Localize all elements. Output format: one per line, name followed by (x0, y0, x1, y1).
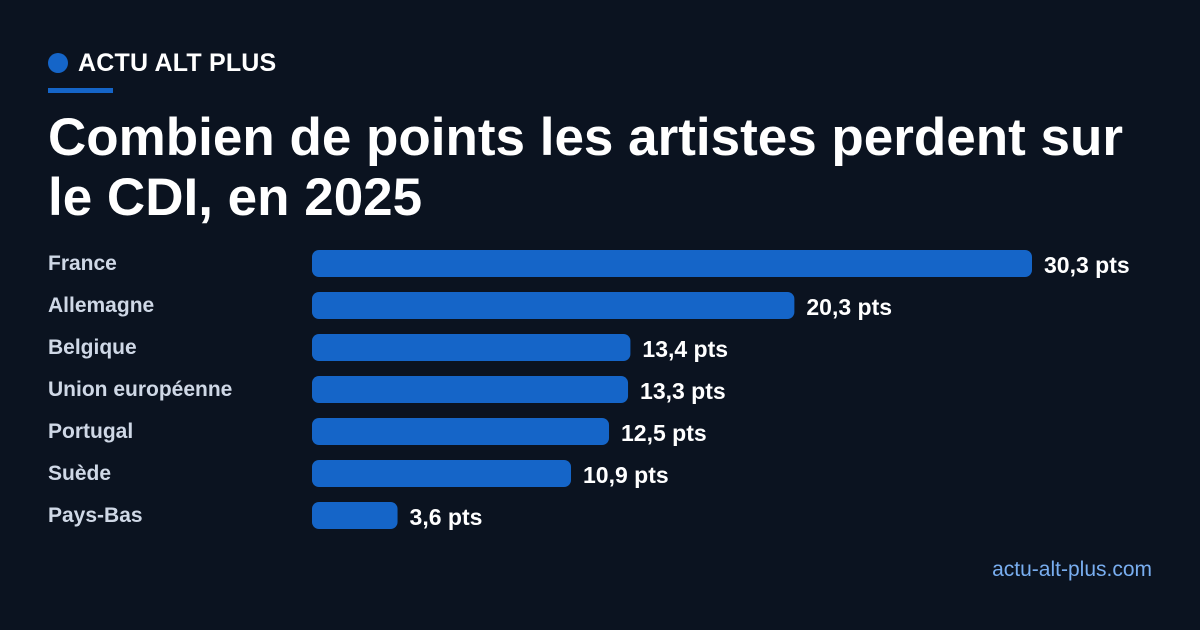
chart-title: Combien de points les artistes perdent s… (48, 108, 1123, 227)
value-label: 10,9 pts (583, 462, 669, 488)
value-label: 20,3 pts (806, 294, 892, 320)
source-link[interactable]: actu-alt-plus.com (992, 558, 1152, 581)
category-label: Portugal (48, 420, 133, 443)
brand: ACTU ALT PLUS (48, 46, 276, 80)
bar (312, 502, 398, 529)
bar (312, 292, 795, 319)
value-label: 12,5 pts (621, 420, 707, 446)
value-label: 13,4 pts (642, 336, 728, 362)
value-label: 3,6 pts (410, 504, 483, 530)
bar (312, 334, 631, 361)
bar (312, 460, 572, 487)
bar (312, 376, 629, 403)
category-label: Allemagne (48, 294, 154, 317)
brand-dot-icon (48, 53, 68, 73)
brand-name: ACTU ALT PLUS (78, 48, 277, 77)
category-label: Belgique (48, 336, 137, 359)
brand-underline (48, 88, 113, 93)
category-label: Suède (48, 462, 111, 485)
category-label: France (48, 252, 117, 275)
bar (312, 250, 1032, 277)
bar (312, 418, 610, 445)
value-label: 13,3 pts (640, 378, 726, 404)
category-label: Pays-Bas (48, 504, 143, 527)
category-label: Union européenne (48, 378, 232, 401)
value-label: 30,3 pts (1044, 252, 1130, 278)
